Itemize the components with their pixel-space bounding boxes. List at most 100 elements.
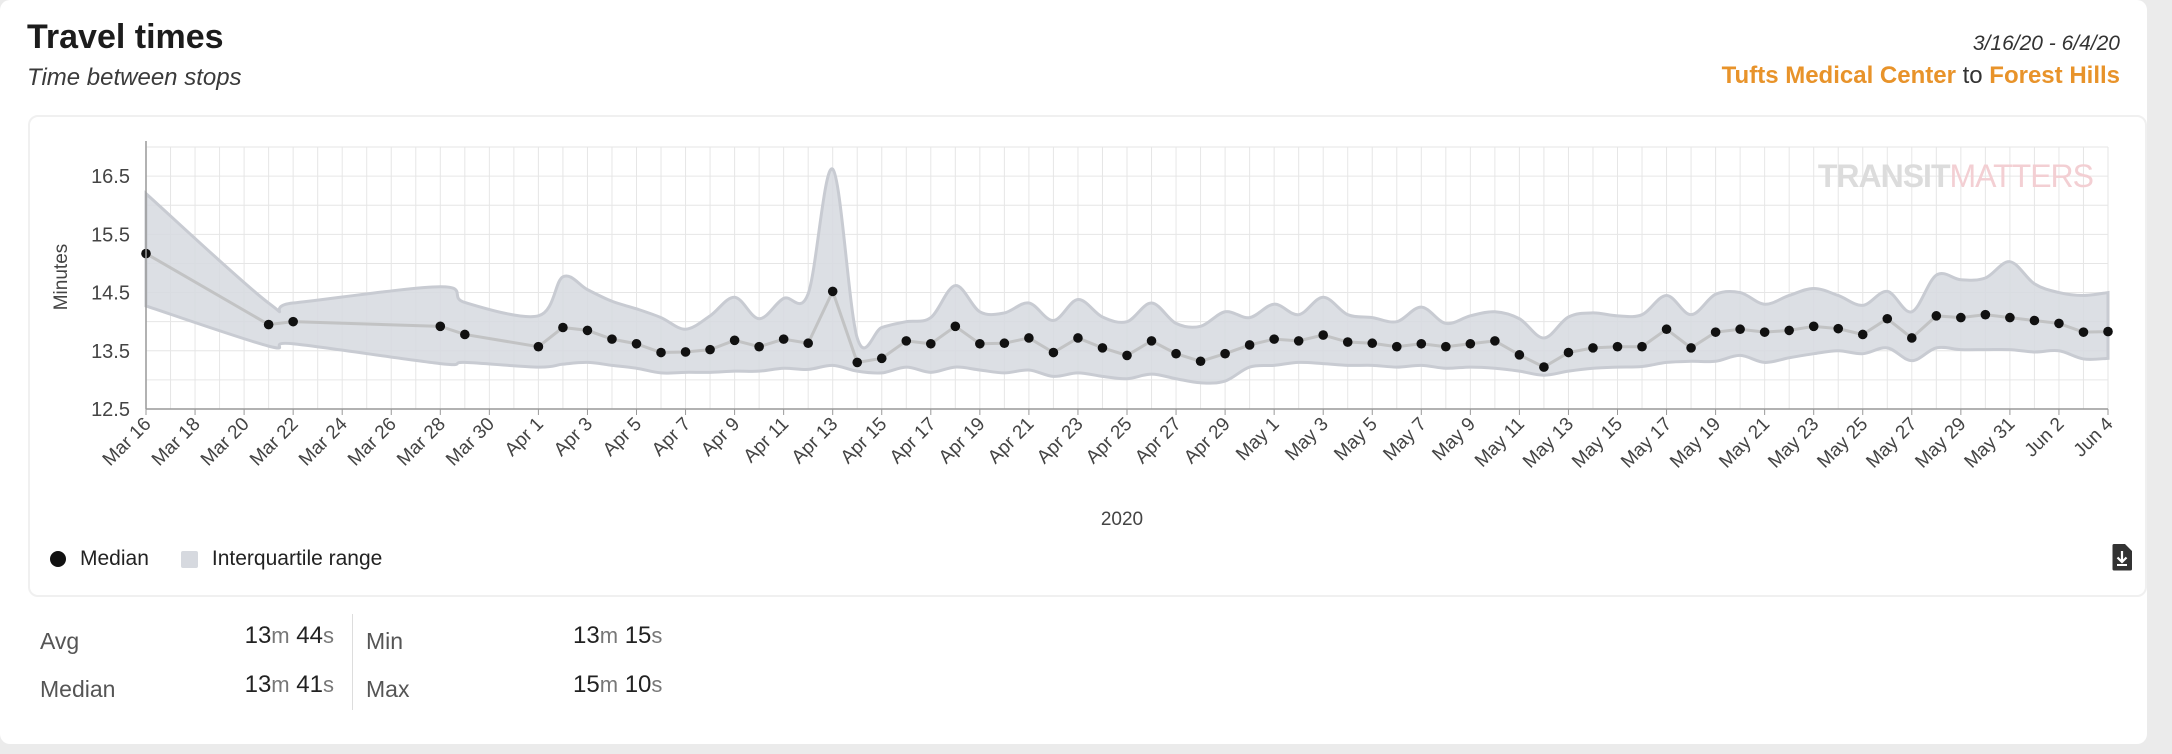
- from-stop[interactable]: Tufts Medical Center: [1721, 62, 1956, 89]
- min-value: 13m 15s: [488, 622, 668, 650]
- median-label: Median: [40, 676, 116, 702]
- max-value: 15m 10s: [488, 671, 668, 699]
- median-point: [2103, 326, 2113, 337]
- median-line: [145, 252, 2109, 369]
- avg-minutes: 13: [244, 622, 272, 649]
- median-minutes-unit: m: [271, 672, 290, 697]
- travel-times-card: Travel times Time between stops 3/16/20 …: [0, 0, 2147, 744]
- to-stop[interactable]: Forest Hills: [1989, 62, 2120, 89]
- avg-minutes-unit: m: [271, 623, 290, 648]
- median-point: [950, 321, 961, 332]
- median-point: [1661, 324, 1672, 335]
- x-tick-label: Mar 22: [246, 414, 303, 471]
- median-point: [999, 338, 1010, 349]
- max-minutes: 15: [573, 671, 600, 698]
- median-value: 13m 41s: [168, 671, 334, 699]
- legend-iqr-marker: [180, 550, 198, 568]
- x-tick-label: May 25: [1813, 414, 1872, 473]
- median-point: [2005, 312, 2015, 323]
- median-minutes: 13: [244, 671, 272, 698]
- median-point: [1759, 327, 1770, 337]
- chart-legend: Median Interquartile range: [50, 547, 382, 571]
- min-seconds: 15: [624, 622, 652, 649]
- min-seconds-unit: s: [651, 623, 663, 648]
- median-point: [926, 338, 936, 349]
- median-point: [778, 334, 789, 344]
- median-point: [1808, 321, 1819, 332]
- median-point: [852, 357, 863, 368]
- x-tick-label: May 19: [1666, 414, 1725, 473]
- x-tick-label: Mar 20: [197, 414, 254, 471]
- avg-seconds-unit: s: [323, 623, 334, 648]
- download-icon[interactable]: [2111, 543, 2133, 571]
- median-point: [1563, 347, 1574, 358]
- x-tick-label: Apr 5: [599, 414, 646, 461]
- median-point: [729, 335, 740, 346]
- x-tick-label: May 7: [1379, 414, 1430, 465]
- median-point: [460, 329, 470, 340]
- median-point: [1122, 350, 1132, 361]
- x-tick-label: May 5: [1330, 414, 1381, 465]
- legend-iqr-label[interactable]: Interquartile range: [211, 547, 383, 570]
- median-point: [1637, 341, 1647, 352]
- x-tick-label: Mar 30: [442, 414, 499, 471]
- x-tick-label: Apr 25: [1082, 414, 1136, 468]
- avg-seconds: 44: [296, 622, 323, 649]
- x-tick-label: May 29: [1911, 414, 1970, 473]
- median-point: [656, 347, 666, 358]
- median-point: [803, 338, 813, 349]
- x-tick-label: Jun 4: [2070, 413, 2118, 461]
- median-point: [1441, 341, 1451, 352]
- x-tick-label: Apr 15: [837, 414, 891, 468]
- median-point: [705, 344, 715, 355]
- route-description: Tufts Medical Center to Forest Hills: [1722, 62, 2120, 90]
- median-point: [2054, 318, 2064, 329]
- x-tick-label: Apr 17: [886, 414, 940, 468]
- legend-median-label[interactable]: Median: [80, 547, 149, 570]
- max-seconds: 10: [624, 671, 652, 698]
- median-point: [1244, 340, 1255, 350]
- median-point: [1956, 312, 1966, 323]
- median-point: [1220, 348, 1230, 359]
- watermark-part-1: TRANSIT: [1818, 158, 1951, 194]
- median-point: [1833, 323, 1844, 334]
- max-label: Max: [366, 676, 410, 702]
- median-point: [901, 336, 912, 346]
- median-point: [533, 341, 544, 352]
- x-tick-label: May 17: [1617, 414, 1676, 473]
- x-tick-label: Mar 28: [393, 414, 450, 471]
- median-point: [876, 353, 887, 364]
- x-tick-label: Apr 19: [935, 414, 989, 468]
- median-point: [1784, 325, 1794, 336]
- avg-value: 13m 44s: [168, 622, 334, 650]
- x-tick-label: Apr 9: [697, 414, 744, 461]
- median-point: [1416, 338, 1427, 349]
- page-title: Travel times: [27, 18, 224, 56]
- x-tick-label: May 21: [1715, 414, 1774, 473]
- x-tick-label: Apr 1: [501, 414, 548, 461]
- x-tick-label: May 31: [1961, 414, 2020, 473]
- x-tick-label: May 11: [1471, 414, 1529, 472]
- chart-container: 12.5 13.5 14.5 15.5 16.5 Minutes Mar 16 Mar 18 M…: [28, 115, 2147, 597]
- x-tick-label: Mar 26: [344, 414, 401, 471]
- x-tick-label: Apr 27: [1131, 414, 1185, 468]
- median-point: [1588, 343, 1598, 353]
- median-point: [1318, 330, 1328, 340]
- x-tick-label: May 27: [1862, 414, 1921, 473]
- max-minutes-unit: m: [599, 672, 619, 697]
- x-tick-label: Apr 3: [550, 414, 597, 461]
- median-point: [827, 286, 838, 297]
- median-point: [1882, 313, 1893, 324]
- median-point: [1612, 341, 1623, 352]
- median-point: [1980, 309, 1991, 320]
- x-axis-title: 2020: [1101, 509, 1143, 530]
- x-tick-label: Apr 23: [1033, 414, 1087, 468]
- x-tick-label: Apr 11: [740, 414, 793, 467]
- x-tick-label: Apr 7: [648, 414, 695, 461]
- median-point: [1391, 341, 1402, 352]
- median-point: [1342, 337, 1353, 347]
- median-seconds-unit: s: [323, 672, 334, 697]
- median-point: [1146, 336, 1157, 346]
- median-point: [1097, 343, 1108, 353]
